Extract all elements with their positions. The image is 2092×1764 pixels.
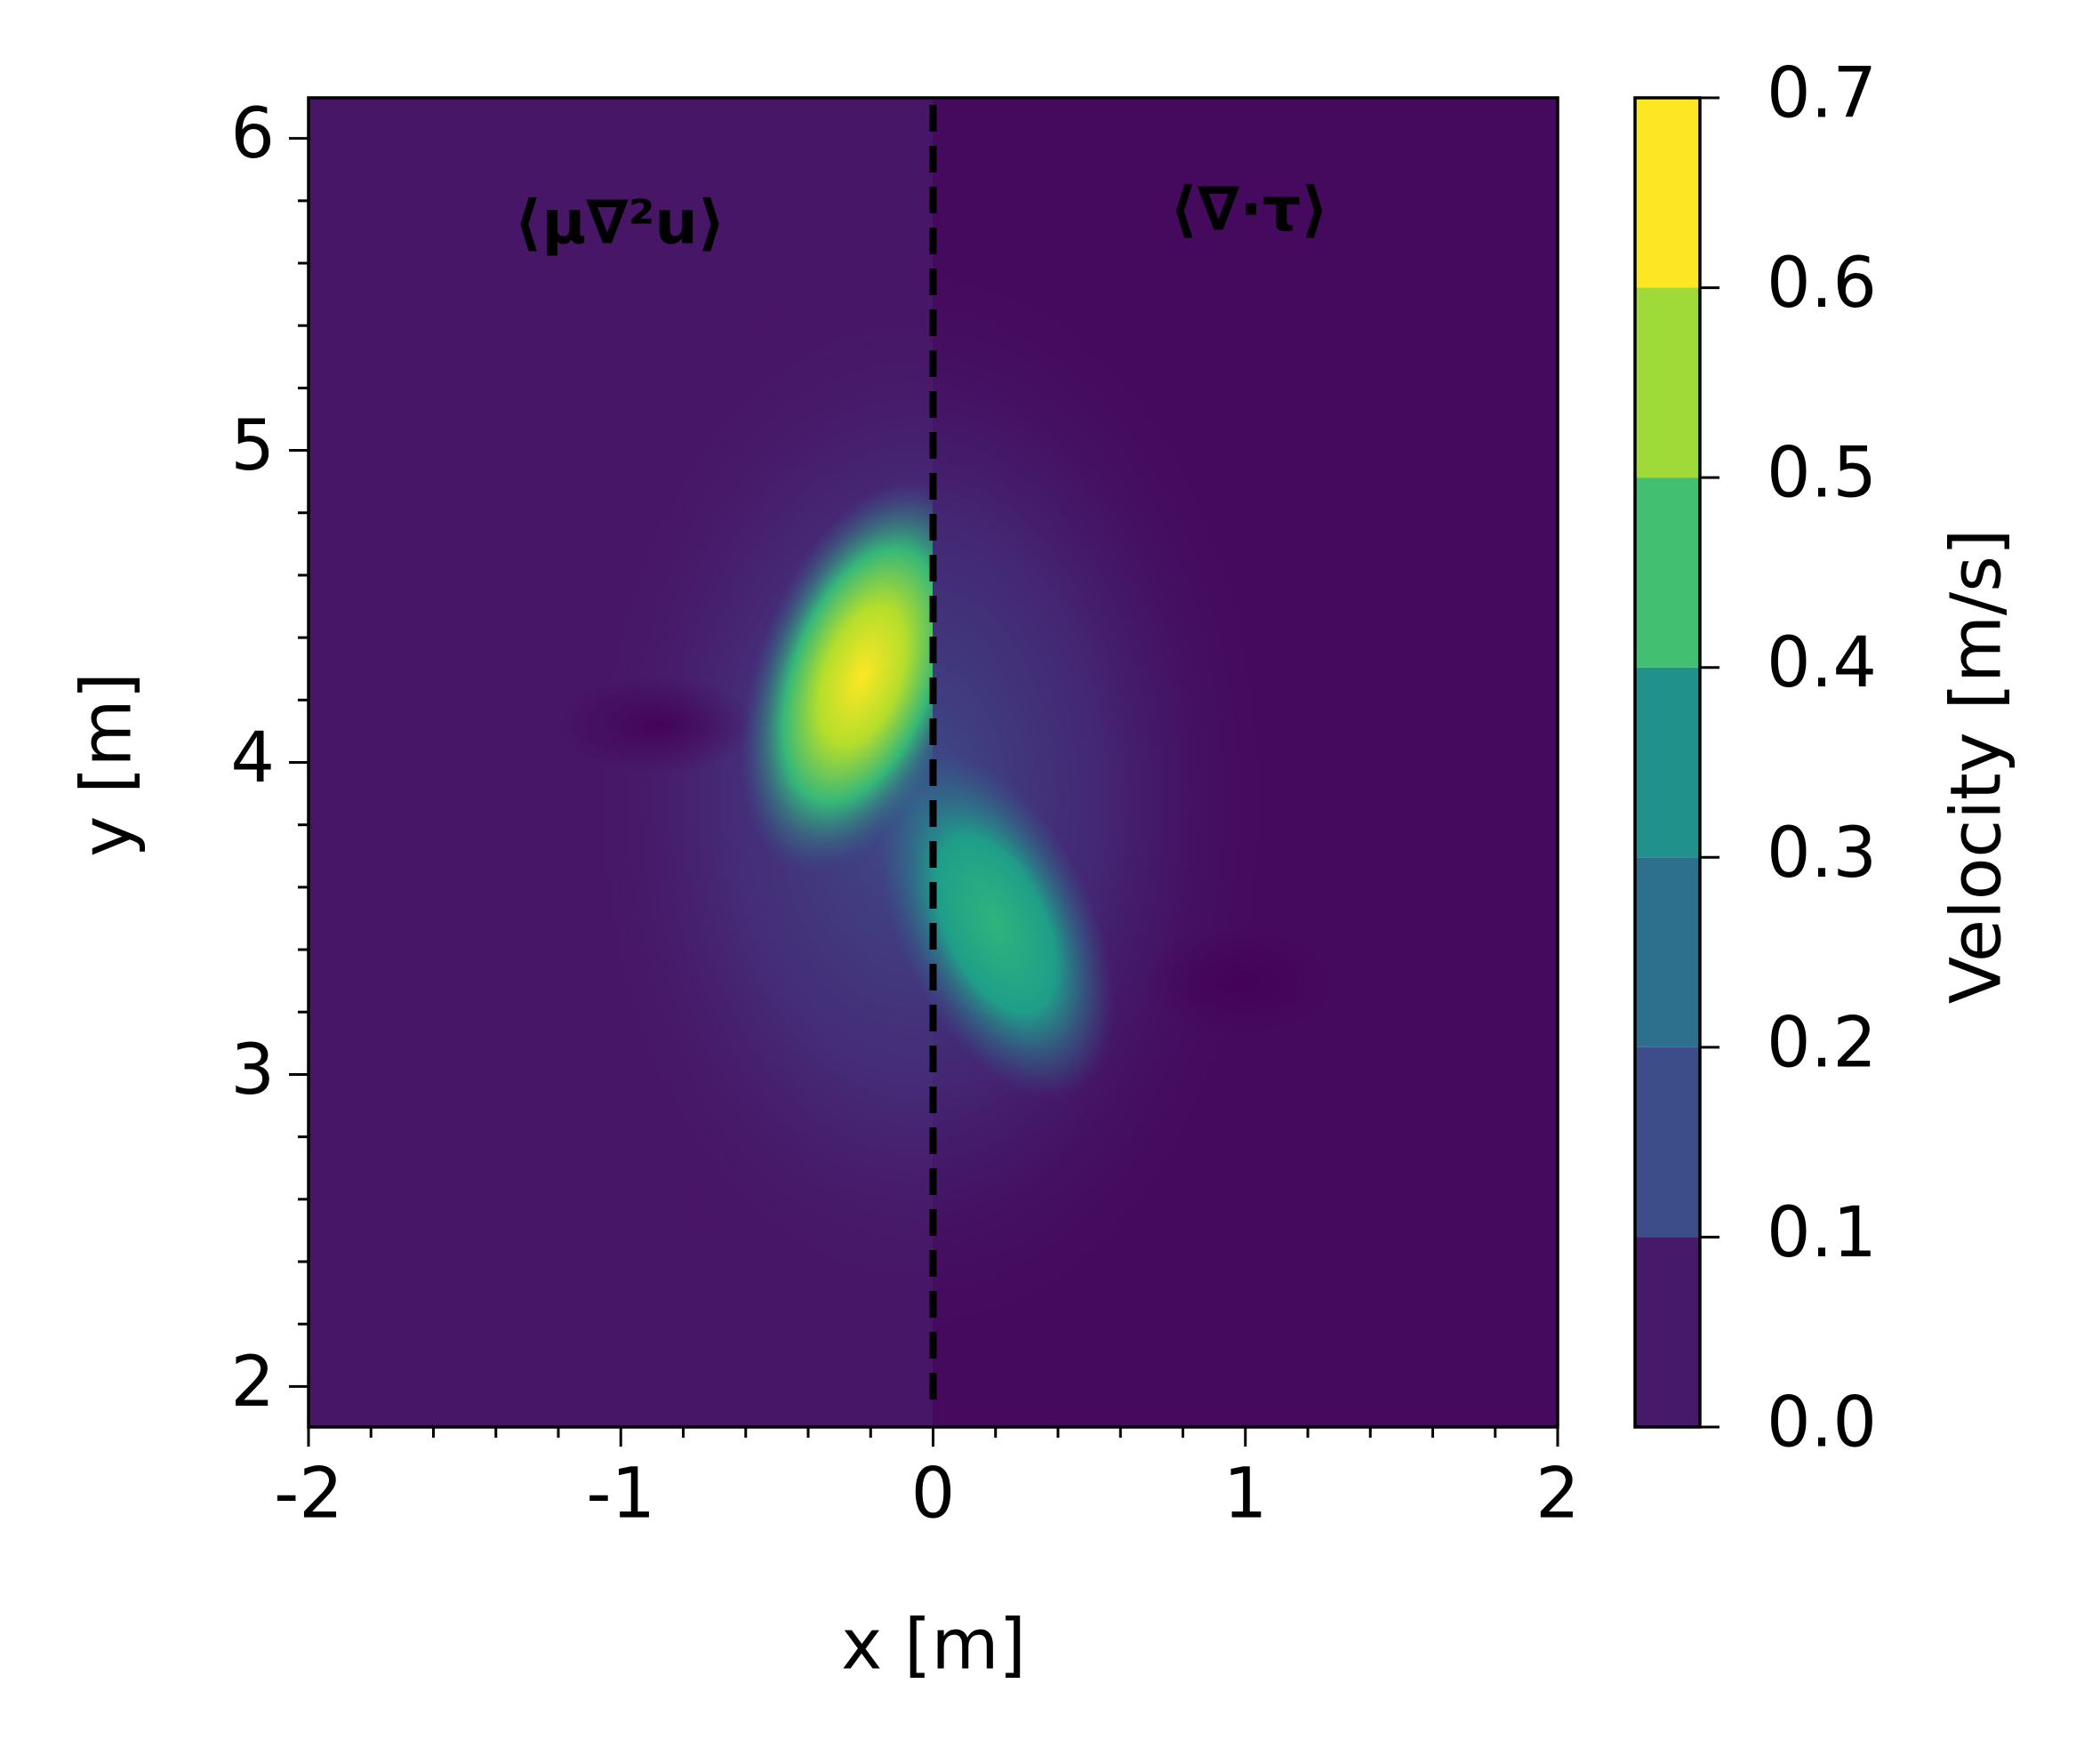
colorbar-segment [1635,1046,1700,1238]
colorbar-tick-label: 0.7 [1767,53,1877,133]
colorbar-tick-label: 0.3 [1767,814,1877,894]
y-axis-label: y [m] [67,672,147,857]
annotation: ⟨μ∇²u⟩ [514,188,725,259]
colorbar-tick-label: 0.0 [1767,1383,1877,1463]
colorbar-tick-label: 0.6 [1767,244,1877,324]
colorbar-frame [1633,96,1702,1429]
x-tick-label: -2 [274,1454,343,1534]
colorbar-tick-label: 0.2 [1767,1003,1877,1083]
y-tick-label: 6 [230,94,275,174]
x-tick-label: 1 [1223,1454,1268,1534]
colorbar-tick-label: 0.5 [1767,434,1877,514]
colorbar-tick-label: 0.4 [1767,623,1877,703]
x-tick-label: 0 [911,1454,956,1534]
colorbar-segment [1635,287,1700,478]
y-tick-label: 3 [230,1030,275,1111]
colorbar-segment [1635,477,1700,668]
colorbar-label: Velocity [m/s] [1936,529,2016,1005]
y-tick-label: 5 [230,406,275,486]
colorbar-tick-label: 0.1 [1767,1193,1877,1273]
x-axis-label: x [m] [841,1605,1026,1685]
colorbar-segment [1635,857,1700,1047]
y-tick-label: 2 [230,1343,275,1423]
x-tick-label: 2 [1535,1454,1580,1534]
annotation: ⟨∇·τ⟩ [1170,175,1329,245]
x-tick-label: -1 [586,1454,655,1534]
colorbar-segment [1635,667,1700,858]
y-tick-label: 4 [230,718,275,798]
colorbar-segment [1635,1237,1700,1427]
colorbar-segment [1635,98,1700,288]
